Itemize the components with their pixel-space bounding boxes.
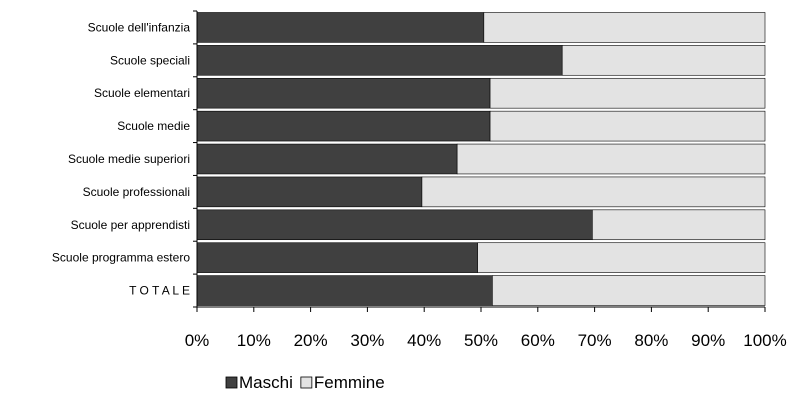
bar-maschi-4 bbox=[196, 143, 458, 175]
bar-maschi-8 bbox=[196, 275, 493, 306]
x-tick-label: 60% bbox=[521, 331, 555, 350]
bar-maschi-7 bbox=[196, 242, 478, 273]
x-tick-label: 100% bbox=[743, 331, 786, 350]
bar-group bbox=[196, 12, 766, 306]
legend-label-femmine: Femmine bbox=[314, 373, 385, 392]
x-tick-label: 20% bbox=[294, 331, 328, 350]
category-label: Scuole medie bbox=[117, 119, 190, 133]
axes bbox=[193, 10, 766, 312]
bar-maschi-3 bbox=[196, 110, 491, 142]
bar-femmine-3 bbox=[489, 110, 766, 142]
x-tick-label: 10% bbox=[237, 331, 271, 350]
category-label: Scuole elementari bbox=[94, 86, 190, 100]
bar-femmine-5 bbox=[421, 176, 766, 208]
category-labels: Scuole dell'infanzia Scuole speciali Scuol… bbox=[52, 20, 190, 297]
bar-femmine-6 bbox=[592, 209, 766, 241]
x-tick-label: 40% bbox=[407, 331, 441, 350]
bar-maschi-1 bbox=[196, 45, 563, 76]
category-label: Scuole dell'infanzia bbox=[88, 20, 191, 34]
bar-maschi-6 bbox=[196, 209, 593, 241]
bar-femmine-1 bbox=[561, 45, 766, 76]
category-label: Scuole speciali bbox=[110, 53, 190, 67]
bar-femmine-7 bbox=[477, 242, 766, 273]
bar-maschi-5 bbox=[196, 176, 423, 208]
bar-femmine-0 bbox=[483, 12, 766, 43]
category-label: T O T A L E bbox=[129, 284, 190, 298]
x-tick-labels: 0% 10% 20% 30% 40% 50% 60% 70% 80% 90% 100% bbox=[185, 331, 787, 350]
bar-femmine-4 bbox=[456, 143, 766, 175]
category-label: Scuole per apprendisti bbox=[71, 218, 190, 232]
category-label: Scuole professionali bbox=[83, 185, 190, 199]
legend-swatch-femmine bbox=[300, 376, 313, 389]
category-label: Scuole programma estero bbox=[52, 251, 190, 265]
legend-label-maschi: Maschi bbox=[239, 373, 293, 392]
bar-femmine-2 bbox=[489, 77, 766, 109]
category-label: Scuole medie superiori bbox=[68, 152, 190, 166]
legend: Maschi Femmine bbox=[225, 373, 385, 392]
x-tick-label: 70% bbox=[578, 331, 612, 350]
legend-swatch-maschi bbox=[225, 376, 238, 389]
x-tick-label: 30% bbox=[350, 331, 384, 350]
x-tick-label: 50% bbox=[464, 331, 498, 350]
x-tick-label: 80% bbox=[634, 331, 668, 350]
bar-maschi-2 bbox=[196, 77, 491, 109]
x-tick-label: 90% bbox=[691, 331, 725, 350]
x-tick-label: 0% bbox=[185, 331, 210, 350]
bar-femmine-8 bbox=[492, 275, 766, 306]
bar-maschi-0 bbox=[196, 12, 485, 43]
